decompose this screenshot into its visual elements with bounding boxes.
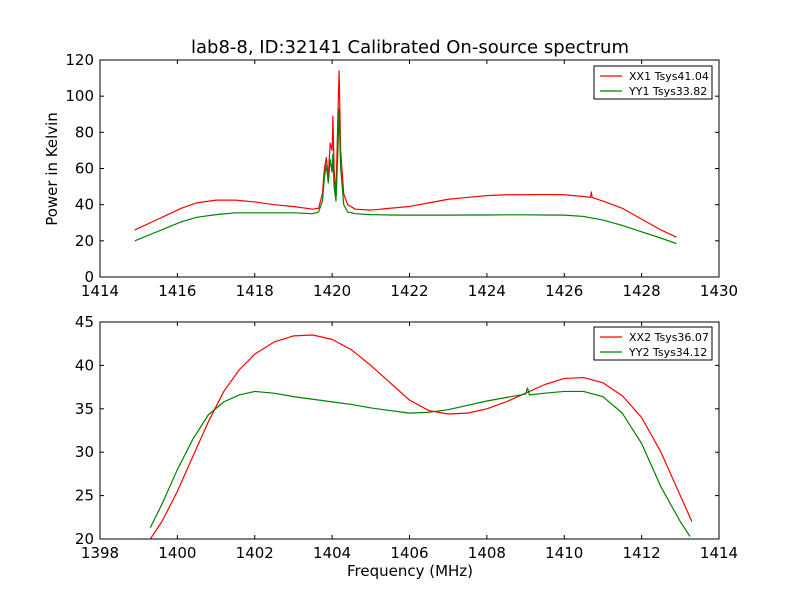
bottom-series-line-2 <box>149 387 691 537</box>
top-x-tick-label: 1430 <box>700 282 738 300</box>
bottom-y-tick-label: 35 <box>75 400 94 418</box>
top-y-tick-label: 120 <box>65 51 94 69</box>
bottom-legend-label-2: YY2 Tsys34.12 <box>628 346 707 359</box>
top-series-line-2 <box>134 108 677 245</box>
bottom-legend: XX2 Tsys36.07 YY2 Tsys34.12 <box>593 326 713 361</box>
top-x-tick-label: 1422 <box>390 282 428 300</box>
bottom-y-tick-label: 30 <box>75 443 94 461</box>
y-axis-label: Power in Kelvin <box>43 112 61 226</box>
top-x-tick-label: 1424 <box>468 282 506 300</box>
top-x-tick-label: 1414 <box>81 282 119 300</box>
bottom-legend-box <box>593 326 713 361</box>
bottom-x-tick-label: 1400 <box>158 544 196 562</box>
top-legend-label-2: YY1 Tsys33.82 <box>628 85 707 98</box>
top-legend-box <box>593 65 713 100</box>
bottom-x-tick-label: 1414 <box>700 544 738 562</box>
bottom-y-tick-label: 45 <box>75 313 94 331</box>
top-x-tick-label: 1420 <box>313 282 351 300</box>
top-x-tick-label: 1416 <box>158 282 196 300</box>
x-axis-label: Frequency (MHz) <box>347 562 473 580</box>
bottom-x-tick-label: 1398 <box>81 544 119 562</box>
top-y-tick-label: 80 <box>75 123 94 141</box>
top-y-tick-label: 40 <box>75 196 94 214</box>
bottom-legend-label-1: XX2 Tsys36.07 <box>629 331 709 344</box>
top-panel: 1414 1416 1418 1420 1422 1424 1426 1428 1430 0 20 4… <box>65 51 738 300</box>
top-legend-label-1: XX1 Tsys41.04 <box>629 70 709 83</box>
top-y-tick-label: 0 <box>84 268 94 286</box>
bottom-panel: 1398 1400 1402 1404 1406 1408 1410 1412 1414 20 25… <box>75 313 738 562</box>
bottom-x-tick-label: 1412 <box>623 544 661 562</box>
bottom-y-tick-label: 20 <box>75 530 94 548</box>
bottom-y-tick-label: 40 <box>75 356 94 374</box>
bottom-x-tick-label: 1406 <box>390 544 428 562</box>
top-legend: XX1 Tsys41.04 YY1 Tsys33.82 <box>593 65 713 100</box>
bottom-x-tick-label: 1410 <box>545 544 583 562</box>
top-x-tick-label: 1428 <box>623 282 661 300</box>
top-y-tick-label: 100 <box>65 87 94 105</box>
top-x-tick-label: 1418 <box>236 282 274 300</box>
bottom-x-tick-label: 1404 <box>313 544 351 562</box>
bottom-x-tick-label: 1408 <box>468 544 506 562</box>
top-y-tick-label: 60 <box>75 160 94 178</box>
bottom-series-line-1 <box>149 334 693 539</box>
bottom-x-tick-label: 1402 <box>236 544 274 562</box>
chart-title: lab8-8, ID:32141 Calibrated On-source sp… <box>191 37 629 58</box>
top-y-tick-label: 20 <box>75 232 94 250</box>
bottom-y-tick-label: 25 <box>75 487 94 505</box>
top-x-tick-label: 1426 <box>545 282 583 300</box>
